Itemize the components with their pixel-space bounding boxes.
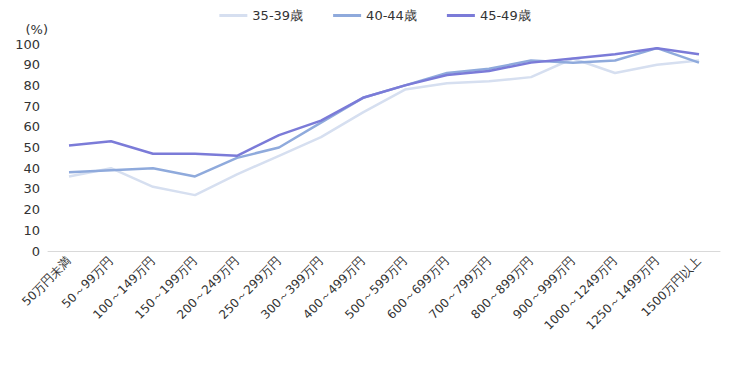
svg-text:10: 10 [23,223,40,238]
svg-text:150～199万円: 150～199万円 [132,254,200,322]
svg-text:300～399万円: 300～399万円 [258,254,326,322]
svg-text:500～599万円: 500～599万円 [342,254,410,322]
svg-text:1250～1499万円: 1250～1499万円 [583,254,661,332]
svg-text:400～499万円: 400～499万円 [300,254,368,322]
svg-text:45-49歳: 45-49歳 [480,8,531,23]
svg-text:50万円未満: 50万円未満 [19,254,74,309]
svg-text:1000～1249万円: 1000～1249万円 [541,254,619,332]
svg-text:70: 70 [23,99,40,114]
svg-text:1500万円以上: 1500万円以上 [639,254,704,319]
svg-text:600～699万円: 600～699万円 [384,254,452,322]
svg-text:50: 50 [23,140,40,155]
svg-text:900～999万円: 900～999万円 [510,254,578,322]
svg-text:20: 20 [23,202,40,217]
svg-text:30: 30 [23,181,40,196]
svg-text:60: 60 [23,119,40,134]
svg-text:40-44歳: 40-44歳 [366,8,417,23]
svg-text:100～149万円: 100～149万円 [90,254,158,322]
svg-text:90: 90 [23,57,40,72]
svg-text:35-39歳: 35-39歳 [252,8,303,23]
svg-text:0: 0 [32,244,40,259]
svg-text:100: 100 [15,37,40,52]
svg-text:(%): (%) [26,22,49,37]
svg-text:80: 80 [23,78,40,93]
svg-text:800～899万円: 800～899万円 [468,254,536,322]
svg-text:200～249万円: 200～249万円 [174,254,242,322]
svg-text:50～99万円: 50～99万円 [59,254,116,311]
svg-text:700～799万円: 700～799万円 [426,254,494,322]
svg-text:250～299万円: 250～299万円 [216,254,284,322]
svg-text:40: 40 [23,161,40,176]
